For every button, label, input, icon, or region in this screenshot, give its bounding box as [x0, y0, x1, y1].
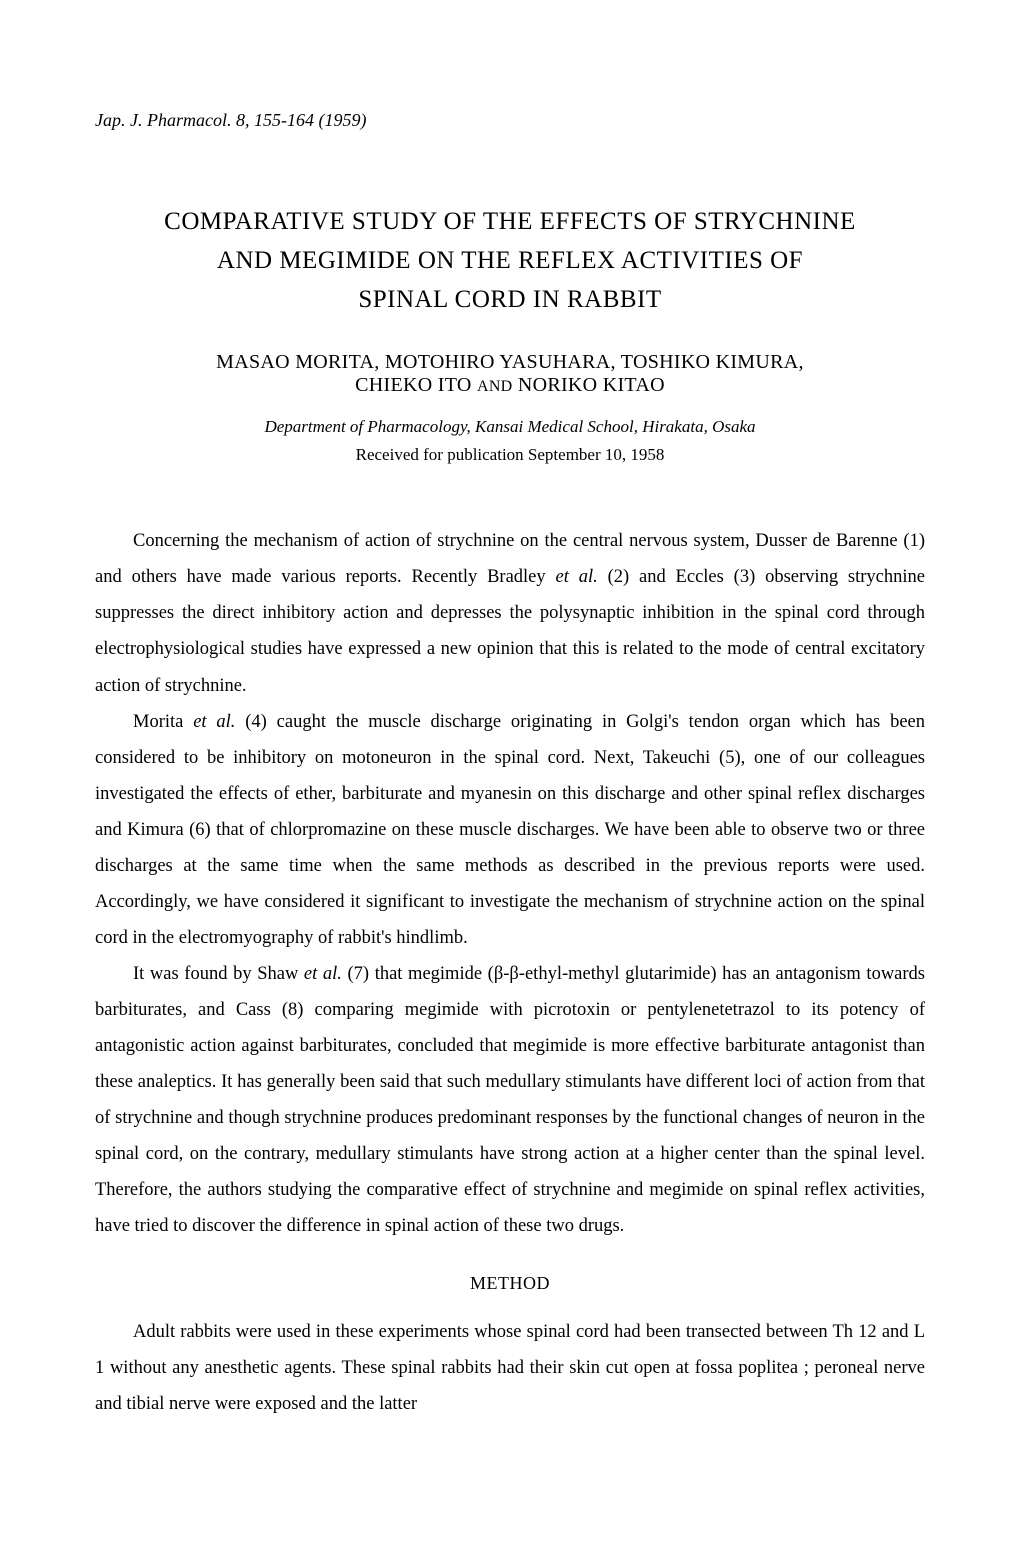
journal-reference: Jap. J. Pharmacol. 8, 155-164 (1959) — [95, 110, 925, 131]
title-line-1: COMPARATIVE STUDY OF THE EFFECTS OF STRY… — [164, 208, 856, 235]
title-line-3: SPINAL CORD IN RABBIT — [358, 286, 661, 313]
authors-line-2-pre: CHIEKO ITO — [355, 374, 477, 396]
received-date: Received for publication September 10, 1… — [95, 445, 925, 465]
para3-text-a: It was found by Shaw — [133, 964, 304, 984]
para3-etal-1: et al. — [304, 964, 342, 984]
journal-ref-text: Jap. J. Pharmacol. 8, 155-164 (1959) — [95, 110, 366, 130]
authors-line-2-post: NORIKO KITAO — [513, 374, 665, 396]
paragraph-1: Concerning the mechanism of action of st… — [95, 523, 925, 703]
para2-text-b: (4) caught the muscle discharge originat… — [95, 712, 925, 948]
paragraph-2: Morita et al. (4) caught the muscle disc… — [95, 704, 925, 956]
paragraph-3: It was found by Shaw et al. (7) that meg… — [95, 956, 925, 1245]
title-line-2: AND MEGIMIDE ON THE REFLEX ACTIVITIES OF — [217, 247, 803, 274]
affiliation: Department of Pharmacology, Kansai Medic… — [95, 417, 925, 437]
para2-text-a: Morita — [133, 712, 193, 732]
para2-etal-1: et al. — [193, 712, 235, 732]
authors-line-1: MASAO MORITA, MOTOHIRO YASUHARA, TOSHIKO… — [216, 351, 804, 373]
authors-block: MASAO MORITA, MOTOHIRO YASUHARA, TOSHIKO… — [95, 351, 925, 397]
authors-and: AND — [477, 378, 513, 395]
para1-etal-1: et al. — [556, 567, 598, 587]
paper-title: COMPARATIVE STUDY OF THE EFFECTS OF STRY… — [95, 203, 925, 319]
body-text: Concerning the mechanism of action of st… — [95, 523, 925, 1244]
method-body: Adult rabbits were used in these experim… — [95, 1314, 925, 1422]
para3-text-b: (7) that megimide (β-β-ethyl-methyl glut… — [95, 964, 925, 1236]
paragraph-4: Adult rabbits were used in these experim… — [95, 1314, 925, 1422]
method-heading: METHOD — [95, 1273, 925, 1294]
